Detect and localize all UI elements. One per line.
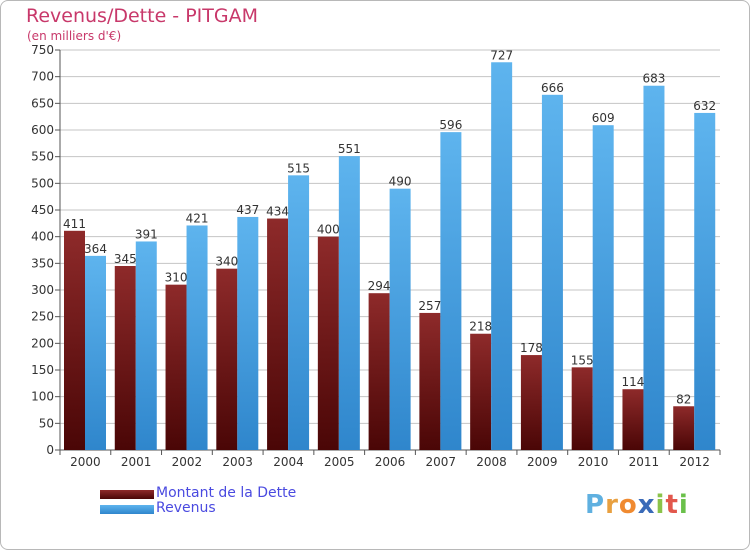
y-tick-label: 300 [31,283,54,297]
y-tick-label: 50 [39,416,54,430]
bar-dette [317,236,339,450]
bar-revenus [135,241,157,450]
data-label-dette: 257 [418,299,441,313]
data-label-revenus: 391 [135,227,158,241]
x-tick-label: 2001 [121,455,152,469]
x-tick-label: 2006 [375,455,406,469]
bar-revenus [592,125,614,450]
x-tick-label: 2009 [527,455,558,469]
x-tick-label: 2005 [324,455,355,469]
logo-letter: t [665,490,679,520]
y-tick-label: 550 [31,150,54,164]
data-label-dette: 155 [571,353,594,367]
x-tick-label: 2012 [679,455,710,469]
x-tick-label: 2000 [70,455,101,469]
x-tick-label: 2007 [425,455,456,469]
data-label-dette: 340 [215,255,238,269]
y-tick-label: 100 [31,390,54,404]
y-tick-label: 500 [31,176,54,190]
chart-title: Revenus/Dette - PITGAM [26,5,258,27]
data-label-revenus: 632 [693,99,716,113]
data-label-dette: 400 [317,223,340,237]
bar-dette [64,230,85,450]
data-label-dette: 114 [622,375,645,389]
y-tick-label: 200 [31,336,54,350]
logo-letter: P [585,490,606,520]
bar-dette [368,293,390,450]
data-label-dette: 218 [469,320,492,334]
labels: 411 364 345 391 310 421 340 437 434 515 400 551 294 4… [63,48,716,406]
x-tick-label: 2004 [273,455,304,469]
bar-revenus [440,132,462,450]
bar-revenus [541,94,563,451]
bars [64,62,716,451]
bar-revenus [85,255,106,450]
data-label-dette: 178 [520,341,543,355]
bar-dette [216,268,238,450]
bar-revenus [491,62,513,451]
legend-label-revenus: Revenus [156,500,216,516]
data-label-revenus: 437 [236,203,259,217]
data-label-revenus: 364 [84,242,107,256]
bar-revenus [237,216,259,450]
y-tick-label: 700 [31,70,54,84]
bar-revenus [288,175,310,451]
chart-subtitle: (en milliers d'€) [27,29,122,43]
y-tick-label: 350 [31,256,54,270]
y-tick-label: 750 [31,43,54,57]
data-label-revenus: 727 [490,48,513,62]
bar-dette [571,367,593,450]
x-tick-label: 2010 [578,455,609,469]
logo-letter: x [637,490,656,520]
x-tick-label: 2011 [629,455,660,469]
logo-letter: i [678,490,689,520]
y-tick-label: 650 [31,96,54,110]
data-label-dette: 345 [114,252,137,266]
y-tick-label: 150 [31,363,54,377]
data-label-revenus: 551 [338,142,361,156]
logo-letter: r [605,490,619,520]
legend-swatch-revenus [100,505,154,514]
y-tick-label: 450 [31,203,54,217]
data-label-dette: 434 [266,205,289,219]
data-label-dette: 82 [676,392,691,406]
bar-dette [622,389,644,450]
data-label-revenus: 421 [186,211,209,225]
x-tick-label: 2003 [222,455,253,469]
data-label-dette: 294 [368,279,391,293]
bar-dette [470,333,492,450]
bar-dette [165,284,187,450]
y-tick-label: 0 [46,443,54,457]
bar-dette [419,312,441,450]
data-label-revenus: 596 [439,118,462,132]
logo-letter: i [655,490,666,520]
bar-revenus [186,225,208,450]
bar-dette [673,406,695,450]
bar-revenus [389,188,411,450]
data-label-dette: 310 [165,271,188,285]
y-tick-label: 600 [31,123,54,137]
y-tick-label: 250 [31,310,54,324]
x-tick-label: 2002 [172,455,203,469]
bar-dette [114,266,136,450]
legend-label-dette: Montant de la Dette [156,485,297,501]
axes: 0 50 100 150 200 250 300 350 400 450 500 550 600 650 7… [31,43,721,469]
y-tick-label: 400 [31,230,54,244]
data-label-revenus: 515 [287,161,310,175]
data-label-revenus: 683 [643,72,666,86]
data-label-dette: 411 [63,217,86,231]
data-label-revenus: 666 [541,81,564,95]
bar-revenus [643,85,665,450]
x-tick-label: 2008 [476,455,507,469]
legend-swatch-dette [100,490,154,499]
bar-dette [520,355,542,450]
data-label-revenus: 609 [592,111,615,125]
bar-revenus [338,156,360,450]
bar-revenus [694,112,716,450]
logo-letter: o [618,490,638,520]
data-label-revenus: 490 [389,175,412,189]
proxiti-logo: Proxiti [585,490,689,520]
bar-dette [267,218,289,450]
